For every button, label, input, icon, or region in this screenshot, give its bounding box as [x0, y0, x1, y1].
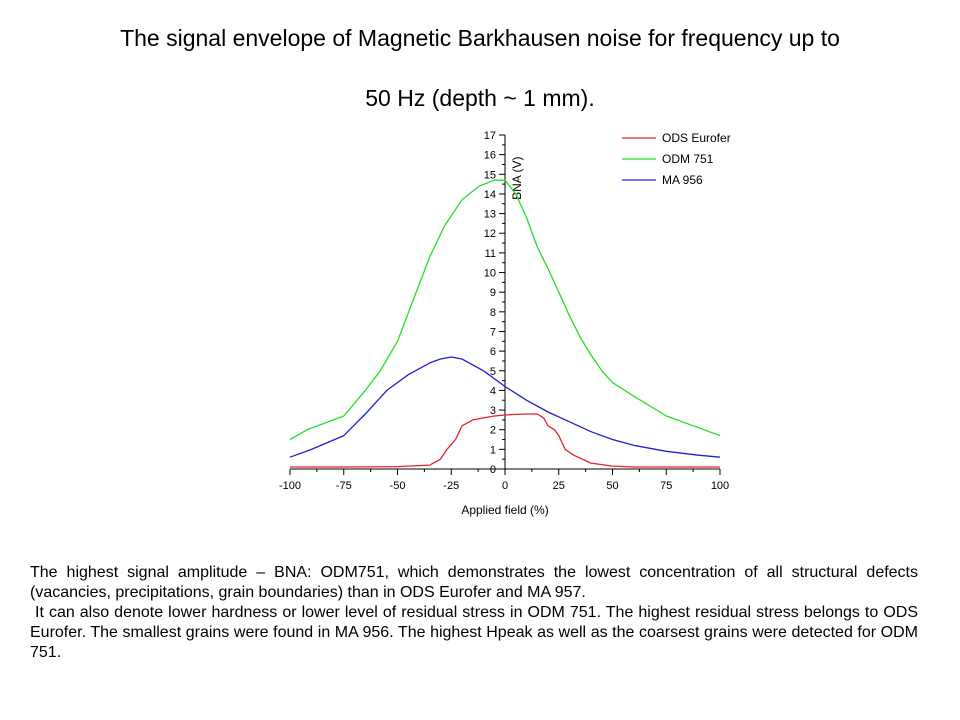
- x-tick-label: 100: [711, 480, 729, 492]
- y-tick-label: 5: [490, 366, 496, 378]
- y-tick-label: 3: [490, 405, 496, 417]
- y-tick-label: 4: [490, 385, 496, 397]
- x-tick-label: 75: [660, 480, 672, 492]
- x-tick-label: 50: [606, 480, 618, 492]
- slide-title-line-2: 50 Hz (depth ~ 1 mm).: [365, 85, 595, 111]
- slide-title: The signal envelope of Magnetic Barkhaus…: [40, 8, 920, 128]
- description-paragraph-2: It can also denote lower hardness or low…: [30, 604, 918, 661]
- x-tick-label: 25: [553, 480, 565, 492]
- y-tick-label: 6: [490, 346, 496, 358]
- description-paragraph-1: The highest signal amplitude – BNA: ODM7…: [30, 564, 918, 601]
- legend-label-ma-956: MA 956: [662, 173, 703, 187]
- series-line-odm-751: [289, 179, 721, 441]
- bna-chart: -100 -75 -50 -25 0 25 50 75 100 0 1 2 3 4 5 6 7 8 9 10 11 12 1…: [250, 125, 770, 525]
- description-text: The highest signal amplitude – BNA: ODM7…: [30, 563, 918, 663]
- x-tick-label: 0: [502, 480, 508, 492]
- bna-chart-svg: -100 -75 -50 -25 0 25 50 75 10001234567891011121…: [279, 130, 731, 517]
- y-tick-label: 8: [490, 307, 496, 319]
- y-tick-label: 12: [484, 228, 496, 240]
- x-axis-label: Applied field (%): [461, 503, 548, 517]
- x-tick-label: -50: [390, 480, 406, 492]
- slide-title-line-1: The signal envelope of Magnetic Barkhaus…: [120, 25, 840, 51]
- x-tick-label: -25: [443, 480, 459, 492]
- y-tick-label: 14: [484, 189, 496, 201]
- x-tick-label: -75: [336, 480, 352, 492]
- y-tick-label: 1: [490, 444, 496, 456]
- y-tick-label: 17: [484, 130, 496, 142]
- x-tick-label: -100: [279, 480, 301, 492]
- legend-label-ods-eurofer: ODS Eurofer: [662, 131, 731, 145]
- y-axis-label: BNA (V): [510, 157, 524, 200]
- y-tick-label: 7: [490, 326, 496, 338]
- y-tick-label: 10: [484, 268, 496, 280]
- series-line-ods-eurofer: [290, 413, 720, 468]
- y-tick-label: 16: [484, 150, 496, 162]
- y-tick-label: 0: [490, 464, 496, 476]
- y-tick-label: 2: [490, 425, 496, 437]
- y-tick-label: 13: [484, 209, 496, 221]
- y-tick-label: 11: [485, 248, 496, 260]
- y-tick-label: 9: [490, 287, 496, 299]
- legend-label-odm-751: ODM 751: [662, 152, 714, 166]
- series-line-ma-956: [289, 356, 721, 458]
- y-tick-label: 15: [484, 169, 496, 181]
